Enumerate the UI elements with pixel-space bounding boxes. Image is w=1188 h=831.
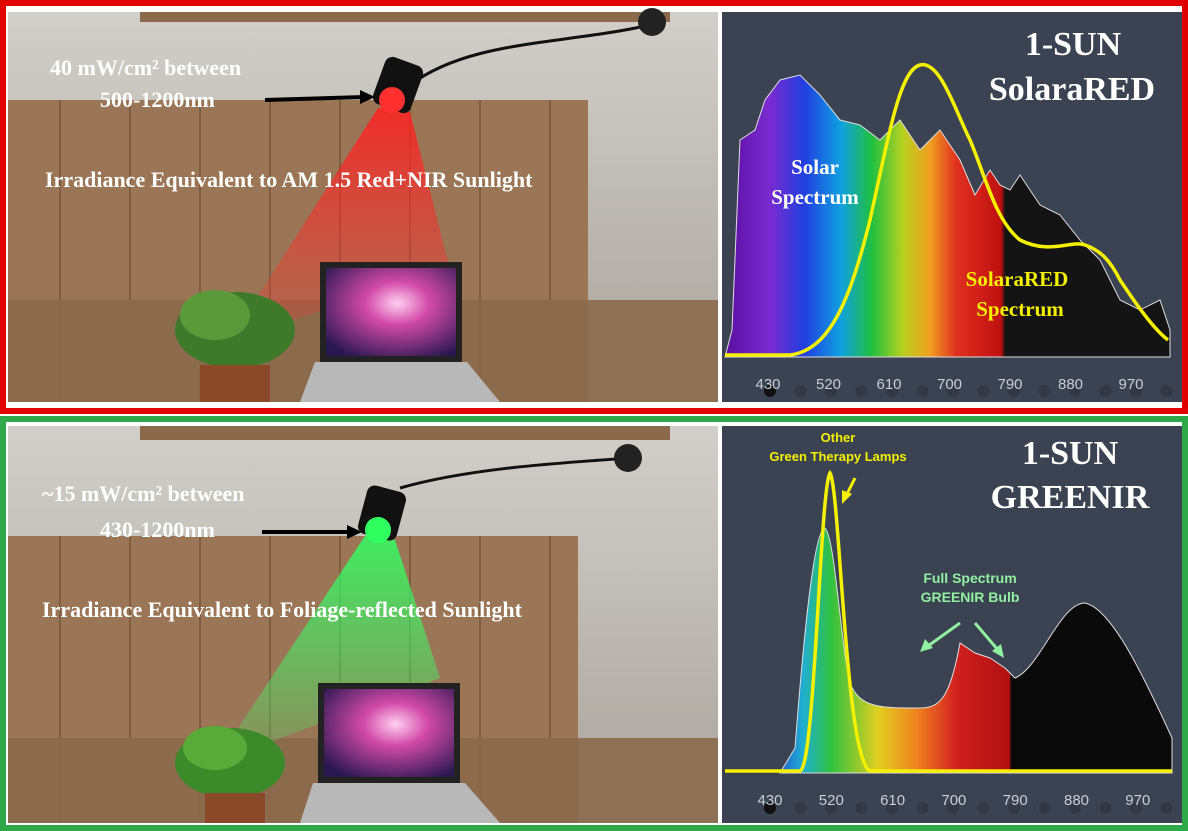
page-dot (947, 385, 959, 397)
page-dot (886, 802, 898, 814)
page-dot (1038, 385, 1051, 397)
chart-title: 1-SUN (1025, 26, 1122, 63)
panel-border (0, 416, 1188, 831)
spectrum-label: Spectrum (771, 185, 859, 209)
range-text: 430-1200nm (100, 517, 215, 542)
page-dot (977, 385, 990, 397)
range-text: 500-1200nm (100, 87, 215, 112)
page-dot (1008, 802, 1020, 814)
chart-title: 1-SUN (1022, 435, 1119, 472)
page-dot (1160, 802, 1173, 814)
page-dot (1099, 385, 1112, 397)
page-dot (764, 802, 776, 814)
x-tick-label: 790 (997, 376, 1022, 393)
panel-border (0, 0, 1188, 414)
page-dot (1130, 802, 1142, 814)
page-dot (794, 385, 807, 397)
spectrum-label: SolaraRED (966, 267, 1069, 291)
page-dot (855, 802, 868, 814)
caption: Irradiance Equivalent to AM 1.5 Red+NIR … (45, 167, 533, 192)
page-dot (1099, 802, 1112, 814)
page-dot (825, 385, 837, 397)
page-dot (916, 385, 929, 397)
spectrum-label: Solar (791, 155, 839, 179)
x-tick-label: 880 (1064, 792, 1089, 809)
page-dot (977, 802, 990, 814)
chart-title: GREENIR (991, 479, 1150, 516)
page-dot (1069, 385, 1081, 397)
panel-green: ~15 mW/cm² between 430-1200nm Irradiance… (0, 416, 1188, 831)
x-tick-label: 610 (880, 792, 905, 809)
power-text: ~15 mW/cm² between (42, 481, 245, 506)
x-tick-label: 430 (755, 376, 780, 393)
page-dot (1160, 385, 1173, 397)
photo (8, 426, 718, 823)
spectrum-label: Full Spectrum (923, 570, 1016, 586)
x-tick-label: 520 (819, 792, 844, 809)
x-tick-label: 970 (1118, 376, 1143, 393)
page-dot (947, 802, 959, 814)
spectrum-label: Spectrum (976, 297, 1064, 321)
x-tick-label: 610 (876, 376, 901, 393)
page-dot (825, 802, 837, 814)
spectrum-chart (722, 426, 1182, 823)
chart-title: SolaraRED (989, 71, 1155, 108)
caption: Irradiance Equivalent to Foliage-reflect… (42, 597, 523, 622)
x-tick-label: 880 (1058, 376, 1083, 393)
page-dot (794, 802, 807, 814)
x-tick-label: 430 (757, 792, 782, 809)
spectrum-label: GREENIR Bulb (921, 589, 1020, 605)
power-text: 40 mW/cm² between (50, 55, 241, 80)
x-tick-label: 520 (816, 376, 841, 393)
page-dot (1038, 802, 1051, 814)
page-dot (886, 385, 898, 397)
page-dot (1069, 802, 1081, 814)
x-tick-label: 700 (941, 792, 966, 809)
page-dot (1130, 385, 1142, 397)
spectrum-label: Other (821, 430, 856, 445)
x-tick-label: 700 (937, 376, 962, 393)
spectrum-chart (722, 12, 1182, 402)
panel-red: 40 mW/cm² between 500-1200nm Irradiance … (0, 0, 1188, 414)
x-tick-label: 970 (1125, 792, 1150, 809)
page-dot (855, 385, 868, 397)
page-dot (916, 802, 929, 814)
spectrum-label: Green Therapy Lamps (769, 449, 906, 464)
photo (8, 8, 718, 402)
page-dot (1008, 385, 1020, 397)
x-tick-label: 790 (1003, 792, 1028, 809)
page-dot (764, 385, 776, 397)
